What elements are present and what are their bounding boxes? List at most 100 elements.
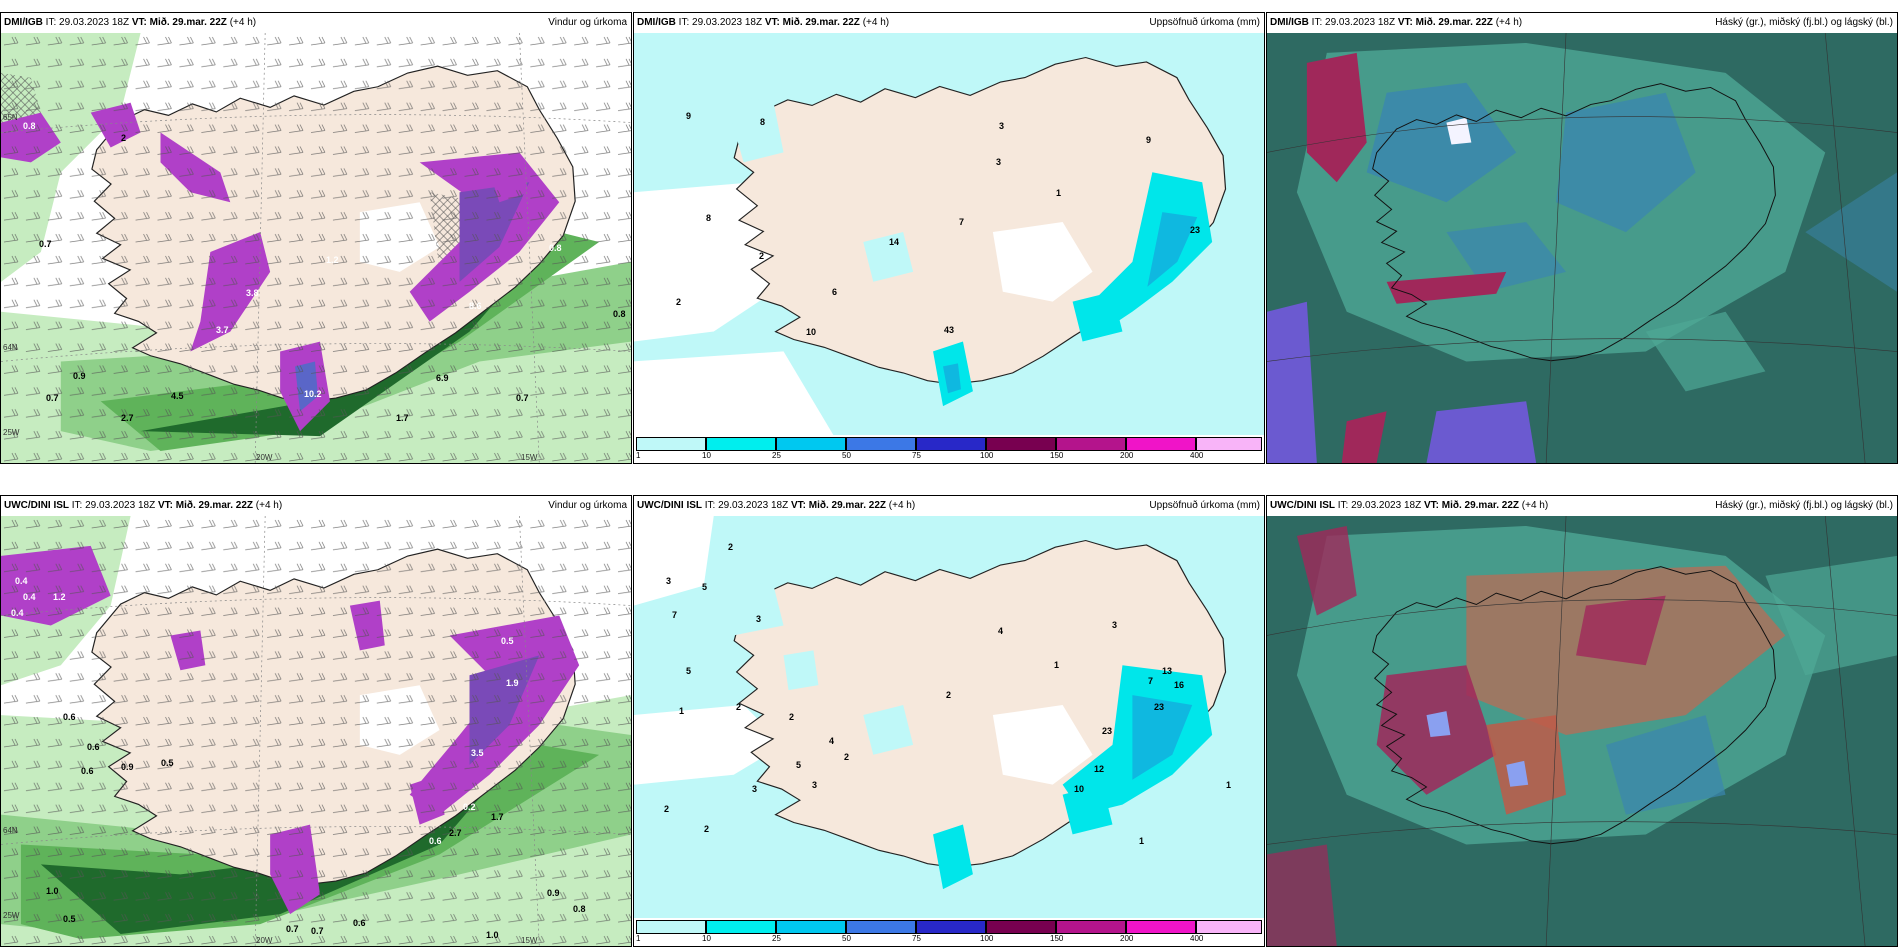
field-title: Háský (gr.), miðský (fj.bl.) og lágský (… — [1715, 500, 1893, 511]
vt-time: Mið. 29.mar. 22Z — [782, 17, 860, 28]
panel-header: DMI/IGB IT: 29.03.2023 18Z VT: Mið. 29.m… — [1267, 13, 1897, 33]
model-name: DMI/IGB — [1270, 17, 1309, 28]
map-svg — [1267, 33, 1897, 463]
lead-time: (+4 h) — [1495, 17, 1523, 28]
colorbar-tick: 25 — [772, 934, 781, 943]
field-title: Háský (gr.), miðský (fj.bl.) og lágský (… — [1715, 17, 1893, 28]
colorbar: 1 10 25 50 75 100 150 200 400 — [634, 918, 1264, 946]
model-name: DMI/IGB — [637, 17, 676, 28]
map-svg — [634, 33, 1264, 435]
colorbar-tick: 50 — [842, 934, 851, 943]
colorbar-tick: 100 — [980, 934, 994, 943]
it-label: IT: — [45, 17, 57, 28]
it-time: 29.03.2023 18Z — [718, 500, 789, 511]
colorbar-swatch — [1056, 437, 1126, 451]
vt-time: Mið. 29.mar. 22Z — [149, 17, 227, 28]
map-svg — [634, 516, 1264, 918]
colorbar-swatch — [1126, 437, 1196, 451]
axis-label-lon: 15W — [521, 453, 538, 462]
colorbar-tick: 75 — [912, 934, 921, 943]
axis-label-lon: 20W — [256, 936, 273, 945]
field-title: Uppsöfnuð úrkoma (mm) — [1149, 17, 1260, 28]
lead-time: (+4 h) — [229, 17, 257, 28]
map-area[interactable]: 9 8 3 3 9 1 8 7 14 2 2 6 10 43 23 — [634, 33, 1264, 435]
map-area[interactable] — [1267, 33, 1897, 463]
it-time: 29.03.2023 18Z — [85, 500, 156, 511]
lead-time: (+4 h) — [255, 500, 283, 511]
colorbar-tick: 150 — [1050, 451, 1064, 460]
axis-label-lat: 65N — [3, 113, 18, 122]
panel-header: UWC/DINI ISL IT: 29.03.2023 18Z VT: Mið.… — [634, 496, 1264, 516]
it-time: 29.03.2023 18Z — [1325, 17, 1396, 28]
colorbar-swatch — [706, 437, 776, 451]
map-svg — [1, 516, 631, 946]
colorbar-tick: 100 — [980, 451, 994, 460]
vt-label: VT: — [790, 500, 806, 511]
colorbar-swatch — [846, 920, 916, 934]
it-time: 29.03.2023 18Z — [1351, 500, 1422, 511]
axis-label-lon: 25W — [3, 911, 20, 920]
colorbar-swatch — [776, 437, 846, 451]
colorbar-swatch — [986, 437, 1056, 451]
lead-time: (+4 h) — [888, 500, 916, 511]
map-area[interactable] — [1267, 516, 1897, 946]
colorbar-swatch — [776, 920, 846, 934]
panel-header: DMI/IGB IT: 29.03.2023 18Z VT: Mið. 29.m… — [1, 13, 631, 33]
vt-label: VT: — [764, 17, 780, 28]
lead-time: (+4 h) — [1521, 500, 1549, 511]
it-time: 29.03.2023 18Z — [59, 17, 130, 28]
vt-label: VT: — [131, 17, 147, 28]
vt-time: Mið. 29.mar. 22Z — [808, 500, 887, 511]
colorbar-swatch — [706, 920, 776, 934]
vt-time: Mið. 29.mar. 22Z — [1415, 17, 1493, 28]
colorbar-tick: 1 — [636, 934, 641, 943]
field-title: Vindur og úrkoma — [548, 500, 627, 511]
colorbar-swatch — [986, 920, 1056, 934]
colorbar-swatch — [1056, 920, 1126, 934]
colorbar-swatch — [916, 437, 986, 451]
colorbar-swatch — [636, 437, 706, 451]
map-area[interactable]: 2 3 5 7 3 5 1 2 2 4 2 3 5 2 2 3 16 13 7 … — [634, 516, 1264, 918]
colorbar-tick: 50 — [842, 451, 851, 460]
colorbar-tick: 75 — [912, 451, 921, 460]
vt-time: Mið. 29.mar. 22Z — [1441, 500, 1520, 511]
lead-time: (+4 h) — [862, 17, 890, 28]
it-label: IT: — [678, 17, 690, 28]
panel-uwc-wind-precip: UWC/DINI ISL IT: 29.03.2023 18Z VT: Mið.… — [0, 495, 632, 947]
colorbar-tick: 1 — [636, 451, 641, 460]
colorbar-tick: 25 — [772, 451, 781, 460]
it-time: 29.03.2023 18Z — [692, 17, 763, 28]
colorbar-tick: 150 — [1050, 934, 1064, 943]
model-name: UWC/DINI ISL — [637, 500, 702, 511]
axis-label-lat: 64N — [3, 826, 18, 835]
panel-uwc-accum-precip: UWC/DINI ISL IT: 29.03.2023 18Z VT: Mið.… — [633, 495, 1265, 947]
colorbar-swatch — [1196, 920, 1262, 934]
it-label: IT: — [1311, 17, 1323, 28]
it-label: IT: — [704, 500, 716, 511]
colorbar-swatch — [1126, 920, 1196, 934]
panel-dmi-wind-precip: DMI/IGB IT: 29.03.2023 18Z VT: Mið. 29.m… — [0, 12, 632, 464]
map-svg — [1, 33, 631, 463]
colorbar-swatch — [916, 920, 986, 934]
it-label: IT: — [71, 500, 83, 511]
colorbar-tick: 400 — [1190, 451, 1204, 460]
axis-label-lon: 25W — [3, 428, 20, 437]
axis-label-lat: 64N — [3, 343, 18, 352]
axis-label-lon: 15W — [521, 936, 538, 945]
panel-header: UWC/DINI ISL IT: 29.03.2023 18Z VT: Mið.… — [1, 496, 631, 516]
map-svg — [1267, 516, 1897, 946]
colorbar-tick: 400 — [1190, 934, 1204, 943]
panel-dmi-clouds: DMI/IGB IT: 29.03.2023 18Z VT: Mið. 29.m… — [1266, 12, 1898, 464]
colorbar-swatch — [1196, 437, 1262, 451]
map-area[interactable]: 0.8 2 0.7 0.9 0.7 2.7 4.5 3.7 3.8 1.2 10… — [1, 33, 631, 463]
colorbar-tick: 10 — [702, 451, 711, 460]
it-label: IT: — [1337, 500, 1349, 511]
vt-label: VT: — [157, 500, 173, 511]
colorbar-tick: 10 — [702, 934, 711, 943]
vt-label: VT: — [1423, 500, 1439, 511]
field-title: Vindur og úrkoma — [548, 17, 627, 28]
colorbar-swatch — [846, 437, 916, 451]
model-name: DMI/IGB — [4, 17, 43, 28]
map-area[interactable]: 0.4 0.4 0.4 1.2 0.6 0.6 0.6 0.9 0.5 0.5 … — [1, 516, 631, 946]
colorbar: 1 10 25 50 75 100 150 200 400 — [634, 435, 1264, 463]
